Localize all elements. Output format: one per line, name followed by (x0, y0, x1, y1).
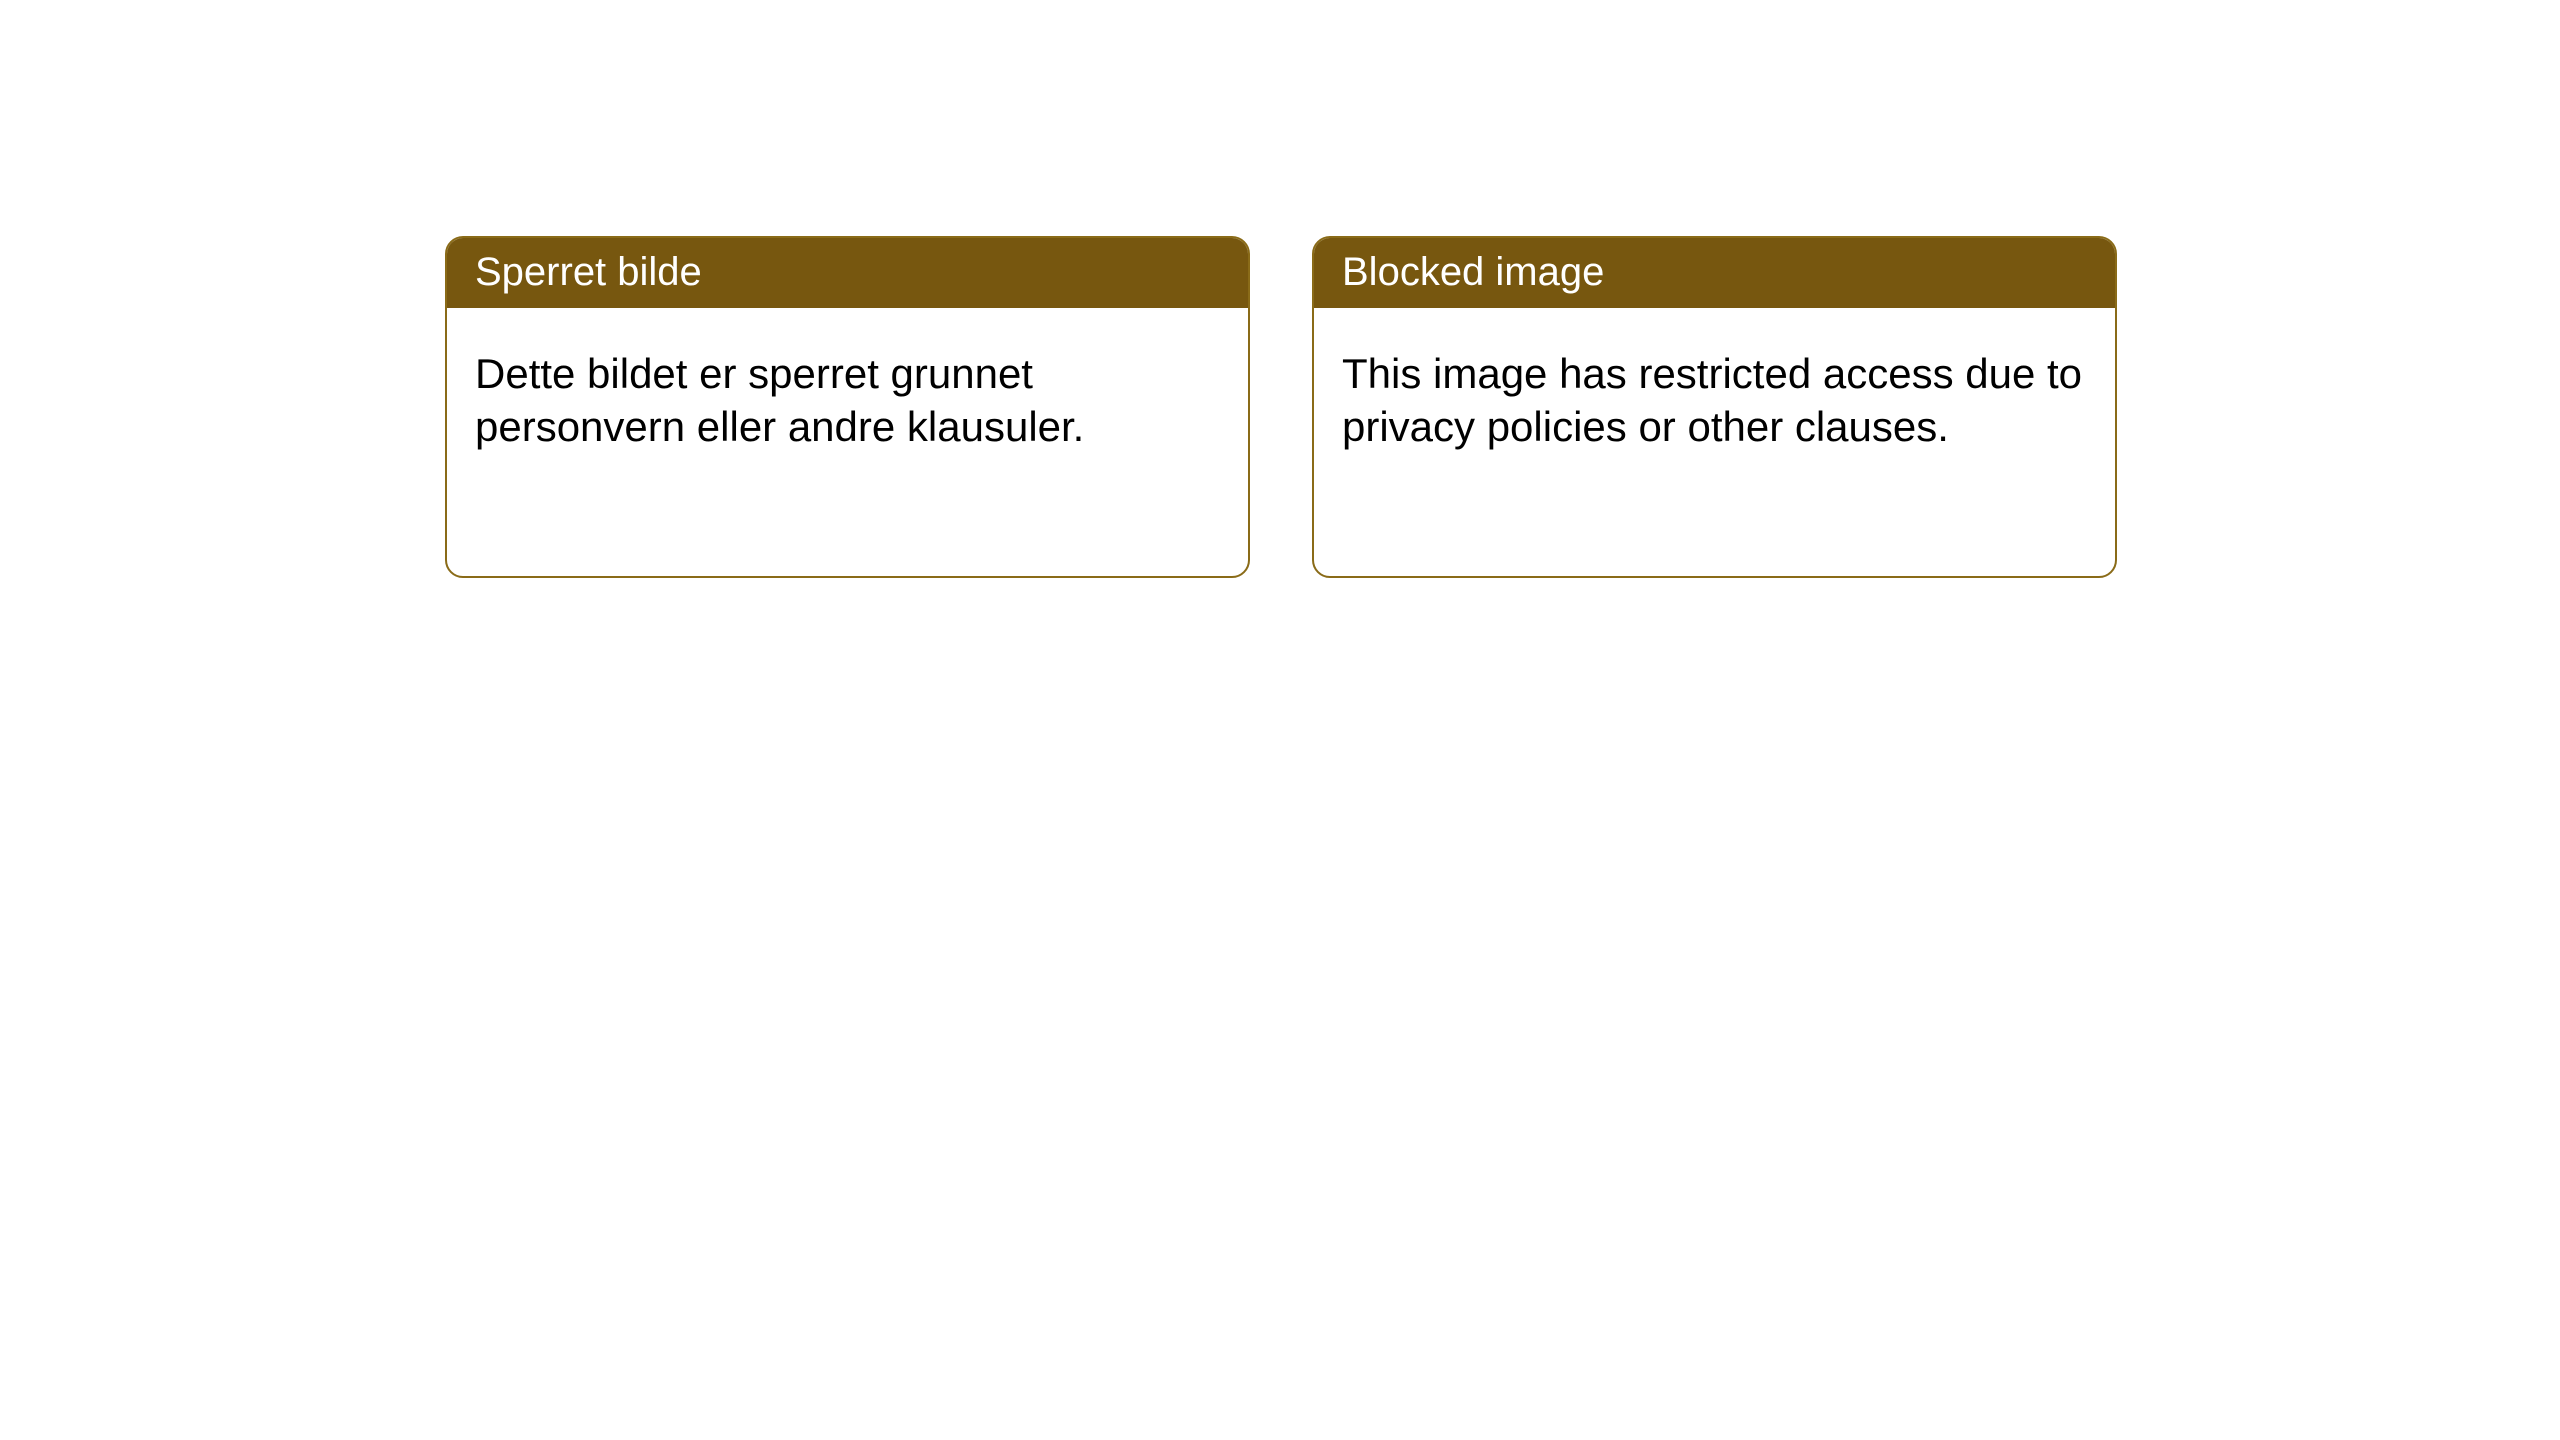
notice-card-title: Blocked image (1314, 238, 2115, 308)
notice-cards-container: Sperret bilde Dette bildet er sperret gr… (445, 236, 2117, 578)
notice-card-title: Sperret bilde (447, 238, 1248, 308)
notice-card-no: Sperret bilde Dette bildet er sperret gr… (445, 236, 1250, 578)
notice-card-body: This image has restricted access due to … (1314, 308, 2115, 576)
notice-card-en: Blocked image This image has restricted … (1312, 236, 2117, 578)
notice-card-body: Dette bildet er sperret grunnet personve… (447, 308, 1248, 576)
